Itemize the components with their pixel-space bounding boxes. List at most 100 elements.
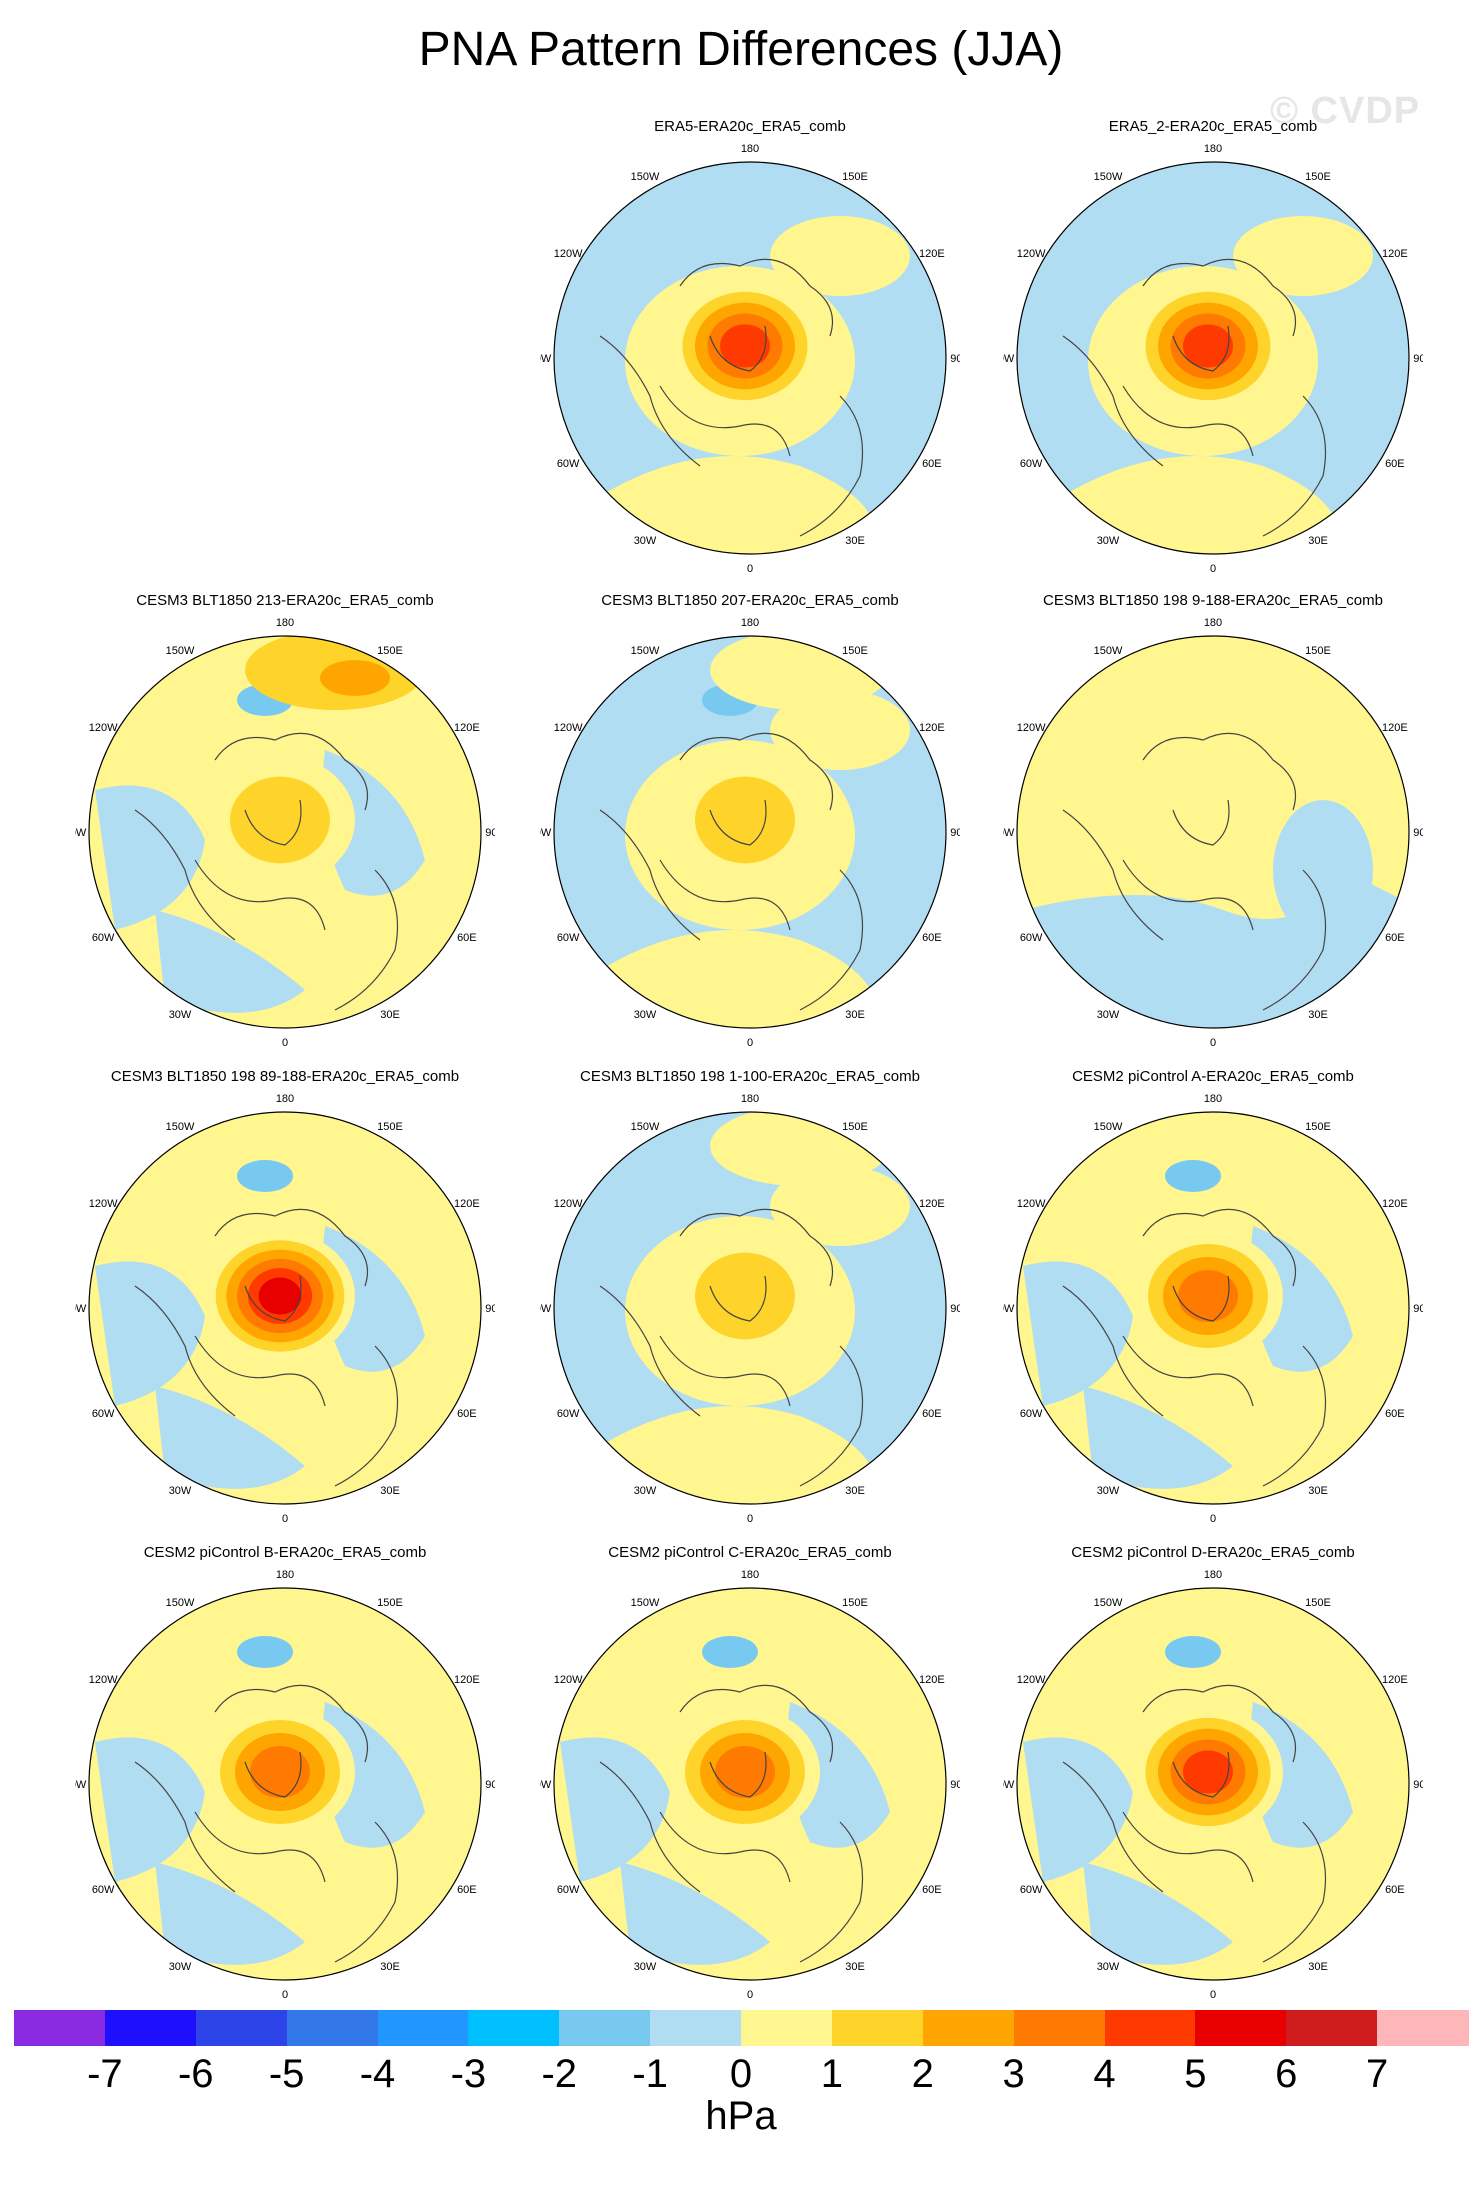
longitude-label: 150W xyxy=(631,1597,660,1609)
longitude-label: 120E xyxy=(1382,1198,1408,1210)
longitude-label: 180 xyxy=(276,1569,294,1581)
arctic-contour-4 xyxy=(1178,1270,1238,1322)
longitude-label: 150W xyxy=(166,1597,195,1609)
polar-map: 180 150E 120E 90E 60E 30E 0 30W 60W 90W 120W 150W xyxy=(540,617,960,1049)
longitude-label: 60E xyxy=(922,1408,942,1420)
colorbar-tick-label: -5 xyxy=(268,2052,305,2096)
america-negative-region xyxy=(560,1737,670,1882)
panel-title: CESM3 BLT1850 198 1-100-ERA20c_ERA5_comb xyxy=(580,1068,920,1085)
panel-title: CESM3 BLT1850 198 89-188-ERA20c_ERA5_com… xyxy=(110,1068,460,1085)
longitude-label: 120E xyxy=(919,1198,945,1210)
colorbar-tick-label: 4 xyxy=(1093,2052,1116,2096)
longitude-label: 60W xyxy=(92,1408,115,1420)
longitude-label: 120E xyxy=(454,722,480,734)
colorbar-swatch xyxy=(922,2010,1015,2046)
map-panel: CESM3 BLT1850 213-ERA20c_ERA5_comb 180 150… xyxy=(75,592,495,1052)
longitude-label: 60E xyxy=(1385,458,1405,470)
longitude-label: 90W xyxy=(1003,1303,1015,1315)
colorbar-tick-label: 0 xyxy=(729,2052,753,2096)
longitude-label: 30W xyxy=(1097,1009,1120,1021)
longitude-label: 120E xyxy=(919,1674,945,1686)
panel-title: ERA5-ERA20c_ERA5_comb xyxy=(654,118,846,135)
longitude-label: 90W xyxy=(1003,353,1015,365)
longitude-label: 60E xyxy=(1385,932,1405,944)
atlantic-negative-region xyxy=(155,910,305,1013)
pacific-low-center xyxy=(1165,1636,1221,1668)
arctic-contour-5 xyxy=(1183,1750,1233,1794)
arctic-contour-2 xyxy=(695,1252,795,1340)
america-negative-region xyxy=(1023,1737,1133,1882)
longitude-label: 60W xyxy=(1020,1884,1043,1896)
longitude-label: 60E xyxy=(457,1408,477,1420)
colorbar-units: hPa xyxy=(705,2094,777,2138)
longitude-label: 0 xyxy=(1210,563,1216,575)
coastline xyxy=(599,258,863,537)
coastline xyxy=(1062,1684,1326,1963)
map-boundary xyxy=(553,1587,947,1981)
atlantic-negative-region xyxy=(1083,1386,1233,1489)
colorbar-swatch xyxy=(468,2010,560,2046)
panel-title: CESM2 piControl C-ERA20c_ERA5_comb xyxy=(608,1544,892,1561)
coastline xyxy=(134,1684,399,1963)
asia-positive-region xyxy=(770,1166,910,1246)
colorbar-tick-label: 5 xyxy=(1184,2052,1207,2096)
longitude-label: 150E xyxy=(377,1121,403,1133)
longitude-label: 120W xyxy=(1017,1674,1046,1686)
longitude-label: 150E xyxy=(842,645,868,657)
arctic-contour-2 xyxy=(230,776,330,864)
longitude-label: 180 xyxy=(741,1569,759,1581)
coastline xyxy=(599,1684,863,1963)
colorbar-tick-label: 6 xyxy=(1275,2052,1298,2096)
colorbar-swatch xyxy=(1286,2010,1378,2046)
longitude-label: 60W xyxy=(1020,458,1043,470)
longitude-label: 30W xyxy=(1097,535,1120,547)
colorbar-swatch xyxy=(741,2010,833,2046)
longitude-label: 30E xyxy=(845,1009,865,1021)
longitude-label: 90E xyxy=(950,353,960,365)
longitude-label: 90W xyxy=(1003,1779,1015,1791)
longitude-label: 90W xyxy=(1003,827,1015,839)
pacific-low-center xyxy=(1165,1160,1221,1192)
coastline xyxy=(134,1208,399,1487)
arctic-contour-5 xyxy=(1183,324,1233,368)
map-panel: CESM2 piControl A-ERA20c_ERA5_comb 180 150… xyxy=(1003,1068,1423,1528)
longitude-label: 90E xyxy=(950,827,960,839)
america-negative-region xyxy=(95,1737,205,1882)
longitude-label: 120E xyxy=(1382,722,1408,734)
longitude-label: 60W xyxy=(557,1884,580,1896)
colorbar-tick-label: -6 xyxy=(177,2052,214,2096)
polar-map: 180 150E 120E 90E 60E 30E 0 30W 60W 90W 120W 150W xyxy=(75,1569,495,2001)
longitude-label: 90W xyxy=(540,1303,552,1315)
longitude-label: 30E xyxy=(380,1485,400,1497)
longitude-label: 120W xyxy=(554,248,583,260)
map-boundary xyxy=(1016,635,1410,1029)
map-boundary xyxy=(88,1111,482,1505)
longitude-label: 180 xyxy=(276,617,294,629)
longitude-label: 180 xyxy=(1204,143,1222,155)
longitude-label: 0 xyxy=(282,1513,288,1525)
atlantic-negative-region xyxy=(620,1862,770,1965)
longitude-label: 150W xyxy=(1094,645,1123,657)
longitude-label: 30W xyxy=(634,535,657,547)
longitude-label: 0 xyxy=(747,1513,753,1525)
coastline xyxy=(599,1208,863,1487)
map-panel: CESM2 piControl D-ERA20c_ERA5_comb 180 150… xyxy=(1003,1544,1423,2004)
coastline xyxy=(1062,732,1326,1011)
longitude-label: 0 xyxy=(1210,1513,1216,1525)
longitude-label: 30W xyxy=(634,1485,657,1497)
colorbar-tick-label: 3 xyxy=(1002,2052,1025,2096)
colorbar xyxy=(14,2010,1469,2046)
longitude-label: 90E xyxy=(1413,1779,1423,1791)
colorbar-tick-label: -1 xyxy=(632,2052,668,2096)
pacific-low-center xyxy=(237,1636,293,1668)
eurasia-negative-region xyxy=(1250,1702,1353,1848)
siberia-negative-region xyxy=(1273,800,1373,940)
coastline xyxy=(134,732,399,1011)
colorbar-tick-label: 1 xyxy=(820,2052,843,2096)
coastline xyxy=(1062,1208,1326,1487)
longitude-label: 30W xyxy=(1097,1485,1120,1497)
longitude-label: 60W xyxy=(92,1884,115,1896)
longitude-label: 150E xyxy=(842,1121,868,1133)
longitude-label: 30E xyxy=(845,535,865,547)
eurasia-negative-region xyxy=(322,750,425,896)
